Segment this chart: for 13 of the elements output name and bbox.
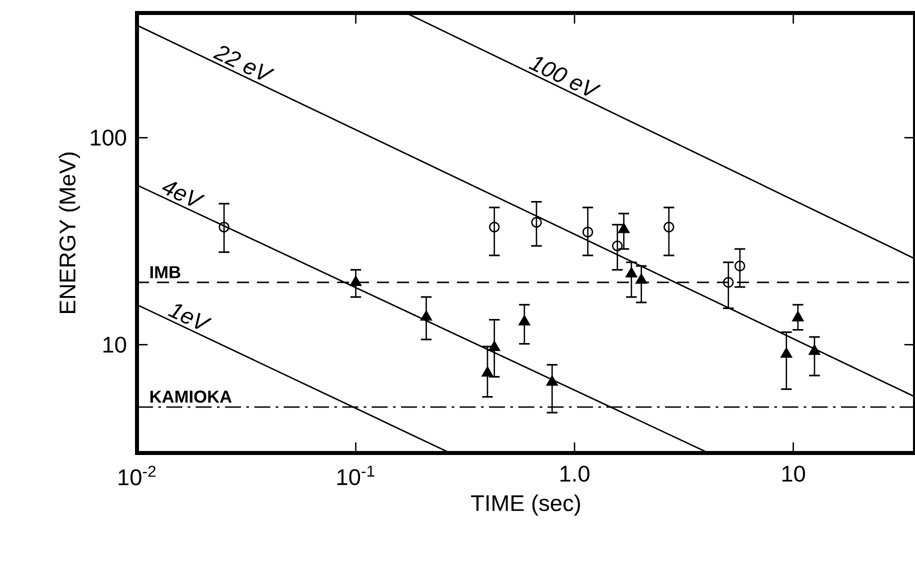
y-tick-label: 100 bbox=[90, 130, 126, 146]
ref-line-label: KAMIOKA bbox=[150, 390, 232, 403]
ref-line-label: IMB bbox=[150, 266, 180, 278]
text: 1eV bbox=[168, 304, 212, 330]
x-axis-title: TIME (sec) bbox=[471, 494, 580, 516]
y-axis-title: ENERGY (MeV) bbox=[58, 152, 80, 313]
text: 100 eV bbox=[528, 57, 602, 96]
x-tick-label: 10 bbox=[782, 466, 806, 482]
x-tick-label: 10$^{-1}$ bbox=[338, 466, 374, 486]
text: 22 eV bbox=[212, 46, 275, 80]
text: 4eV bbox=[162, 182, 206, 206]
x-tick-label: 10$^{-2}$ bbox=[118, 466, 156, 486]
x-tick-label: 1.0 bbox=[560, 466, 590, 482]
